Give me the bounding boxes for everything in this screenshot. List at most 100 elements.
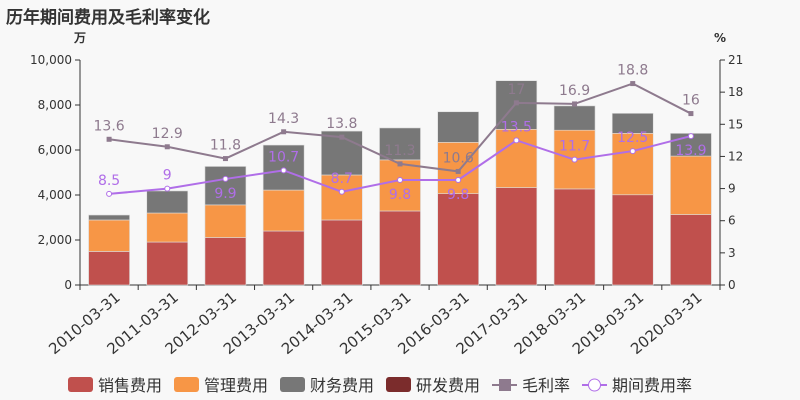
point-毛利率 <box>513 100 519 106</box>
data-label-期间费用率: 9 <box>163 168 172 184</box>
legend-label-毛利率: 毛利率 <box>522 376 570 395</box>
data-label-毛利率: 16 <box>682 93 700 109</box>
bar-管理费用 <box>611 133 654 196</box>
chart-title: 历年期间费用及毛利率变化 <box>6 8 210 28</box>
bar-销售费用 <box>495 187 538 286</box>
data-label-期间费用率: 9.8 <box>389 187 411 203</box>
point-毛利率 <box>630 81 636 87</box>
bar-财务费用 <box>611 113 654 134</box>
right-unit-label: % <box>714 31 726 45</box>
data-label-期间费用率: 13.5 <box>501 119 532 135</box>
y-right-tick-label: 3 <box>728 246 736 260</box>
y-tick-label: 10,000 <box>30 53 72 67</box>
y-tick-label: 2,000 <box>38 233 72 247</box>
legend-swatch-管理费用 <box>174 377 199 392</box>
y-tick-label: 4,000 <box>38 188 72 202</box>
bar-管理费用 <box>379 159 421 212</box>
data-label-期间费用率: 11.7 <box>559 139 590 155</box>
y-right-tick-label: 0 <box>728 278 736 292</box>
point-期间费用率 <box>455 177 462 183</box>
point-毛利率 <box>222 156 228 162</box>
point-毛利率 <box>688 111 694 117</box>
y-right-tick-label: 9 <box>728 182 736 196</box>
point-期间费用率 <box>106 190 113 197</box>
bar-财务费用 <box>553 105 596 131</box>
data-label-期间费用率: 8.7 <box>331 171 353 187</box>
data-label-毛利率: 13.6 <box>94 118 125 134</box>
bar-管理费用 <box>88 219 130 252</box>
point-期间费用率 <box>164 185 171 192</box>
bar-财务费用 <box>379 127 421 161</box>
bar-管理费用 <box>262 189 305 232</box>
bar-销售费用 <box>379 210 421 286</box>
point-期间费用率 <box>338 188 345 195</box>
data-label-期间费用率: 9.8 <box>447 187 469 203</box>
point-毛利率 <box>106 136 112 142</box>
point-期间费用率 <box>513 137 520 144</box>
bar-销售费用 <box>146 241 189 286</box>
data-label-毛利率: 17 <box>507 82 525 98</box>
legend-label-管理费用: 管理费用 <box>204 376 268 395</box>
data-label-期间费用率: 10.7 <box>268 149 299 165</box>
bar-管理费用 <box>670 155 712 215</box>
point-毛利率 <box>572 101 578 107</box>
bar-销售费用 <box>437 193 479 286</box>
data-label-期间费用率: 8.5 <box>98 173 120 189</box>
bar-财务费用 <box>88 214 130 221</box>
bar-销售费用 <box>611 194 654 286</box>
data-label-期间费用率: 12.5 <box>617 130 648 146</box>
legend-marker <box>588 378 601 392</box>
bar-销售费用 <box>670 214 712 286</box>
bar-管理费用 <box>321 174 363 221</box>
point-期间费用率 <box>687 133 694 140</box>
point-期间费用率 <box>397 177 403 183</box>
point-期间费用率 <box>222 175 229 182</box>
y-right-tick-label: 18 <box>728 85 743 99</box>
legend-label-研发费用: 研发费用 <box>416 376 480 395</box>
legend-swatch-销售费用 <box>68 377 93 392</box>
left-unit-label: 万 <box>73 31 86 45</box>
bar-销售费用 <box>553 188 596 286</box>
point-毛利率 <box>339 134 345 140</box>
data-label-毛利率: 11.8 <box>210 138 241 154</box>
y-right-tick-label: 15 <box>728 117 743 131</box>
data-label-毛利率: 11.3 <box>384 143 415 159</box>
bar-财务费用 <box>146 190 189 214</box>
data-label-期间费用率: 13.9 <box>675 143 706 159</box>
data-label-期间费用率: 9.9 <box>214 186 236 202</box>
data-label-毛利率: 14.3 <box>268 111 299 127</box>
y-right-tick-label: 12 <box>728 149 743 163</box>
bar-管理费用 <box>204 204 247 238</box>
bar-销售费用 <box>262 230 305 286</box>
y-right-tick-label: 21 <box>728 53 743 67</box>
point-期间费用率 <box>629 148 636 155</box>
legend-label-期间费用率: 期间费用率 <box>612 376 692 395</box>
point-毛利率 <box>164 144 170 150</box>
legend-swatch-研发费用 <box>386 377 411 392</box>
bar-管理费用 <box>146 212 189 243</box>
legend-label-销售费用: 销售费用 <box>98 376 162 395</box>
legend-label-财务费用: 财务费用 <box>310 376 374 395</box>
data-label-毛利率: 10.6 <box>443 150 474 166</box>
data-label-毛利率: 12.9 <box>152 126 183 142</box>
bar-管理费用 <box>437 142 479 194</box>
legend-swatch-财务费用 <box>280 377 305 392</box>
y-tick-label: 6,000 <box>38 143 72 157</box>
point-毛利率 <box>281 129 287 135</box>
bar-销售费用 <box>204 237 247 286</box>
legend-marker <box>499 379 511 391</box>
bar-财务费用 <box>204 166 247 206</box>
point-毛利率 <box>455 168 461 174</box>
y-tick-label: 8,000 <box>38 98 72 112</box>
data-label-毛利率: 18.8 <box>617 63 648 79</box>
bar-财务费用 <box>437 111 479 143</box>
y-tick-label: 0 <box>64 278 72 292</box>
y-right-tick-label: 6 <box>728 214 736 228</box>
bar-销售费用 <box>321 219 363 286</box>
bar-销售费用 <box>88 251 130 286</box>
data-label-毛利率: 13.8 <box>326 116 357 132</box>
point-期间费用率 <box>571 156 578 163</box>
data-label-毛利率: 16.9 <box>559 83 590 99</box>
